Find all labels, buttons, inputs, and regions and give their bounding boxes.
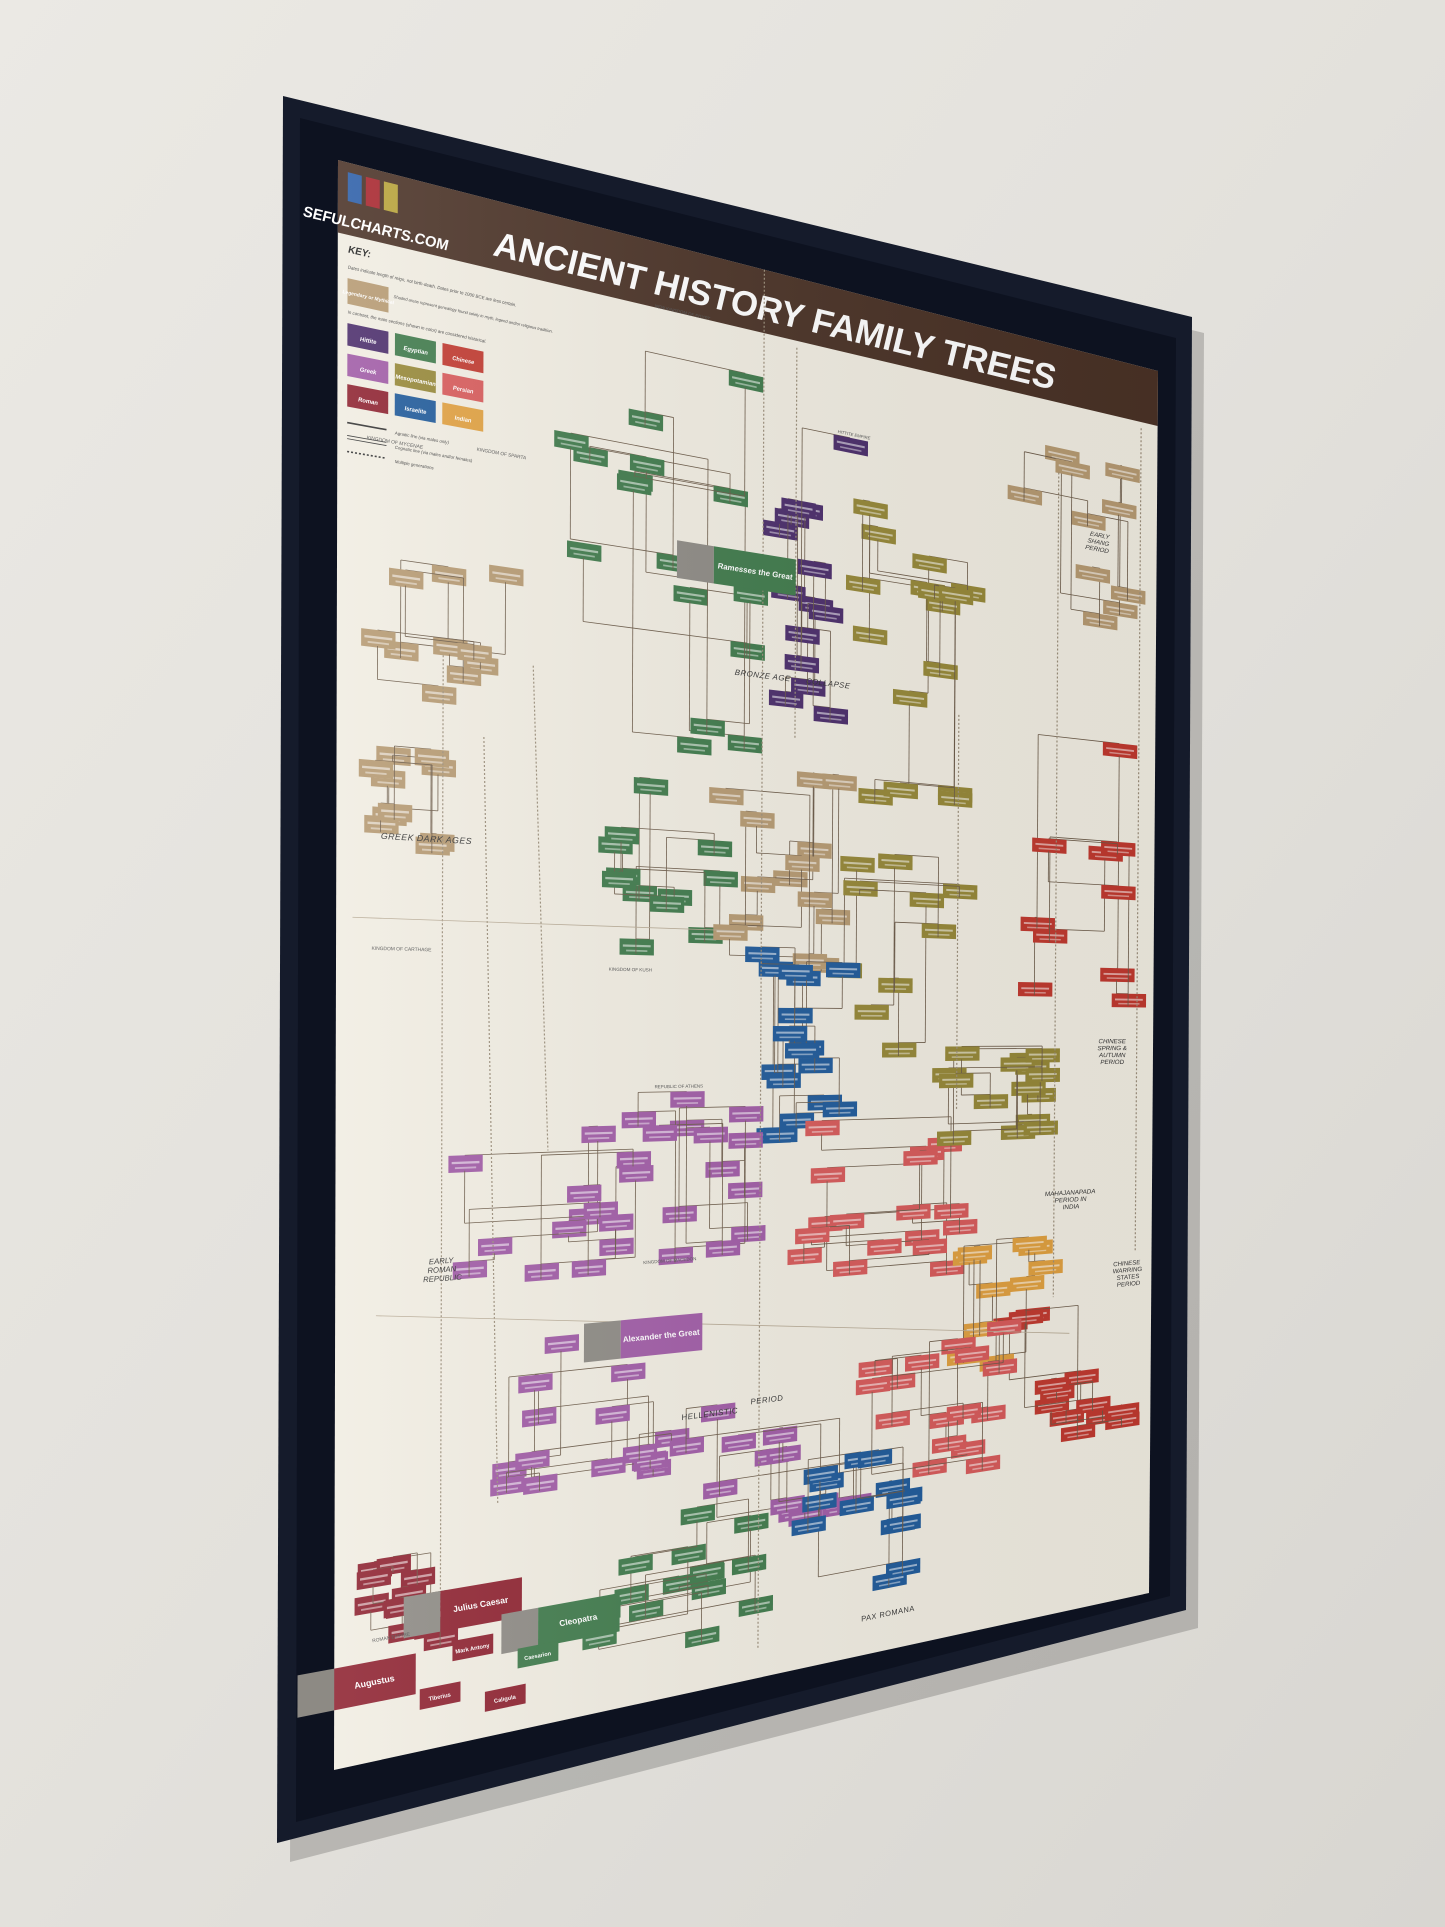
poster: SEFULCHARTS.COMANCIENT HISTORY FAMILY TR… <box>297 160 1158 1770</box>
poster-sheen <box>334 160 1158 1770</box>
portrait-image <box>297 1668 335 1718</box>
